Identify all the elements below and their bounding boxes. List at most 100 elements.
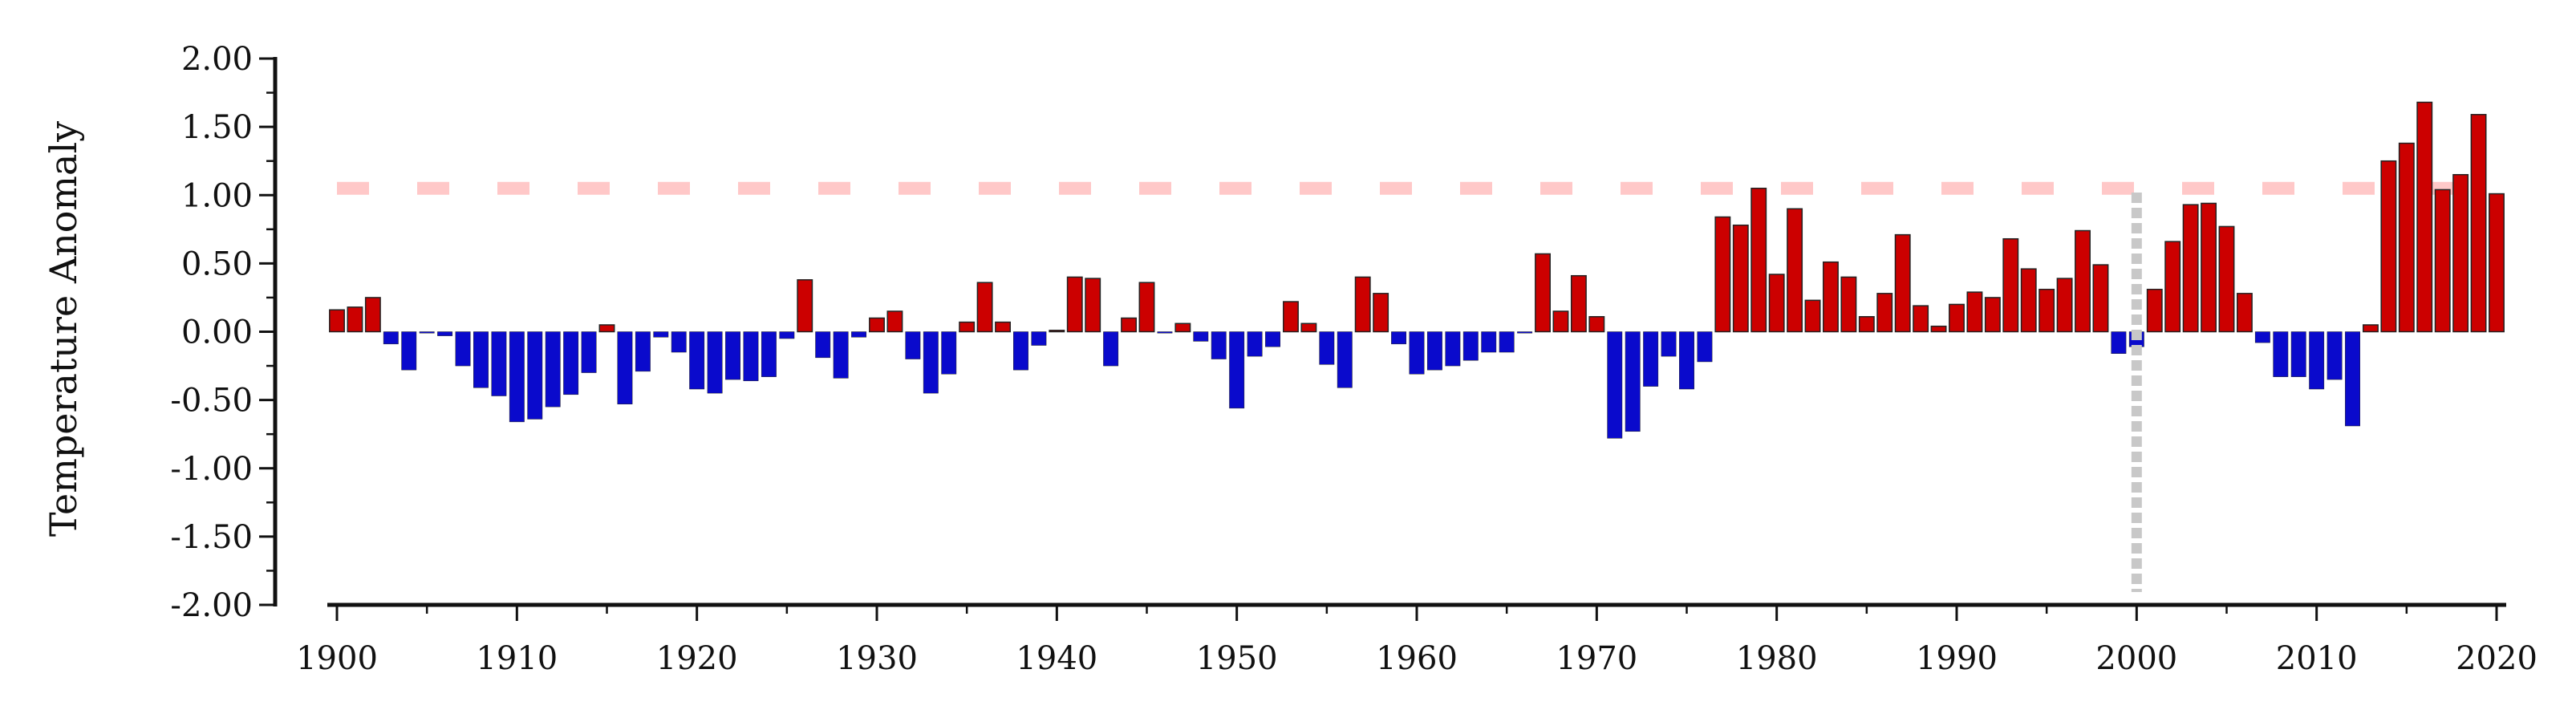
bar-1957 [1354,276,1371,333]
bar-2016 [2416,101,2433,333]
y-tick-label: -0.50 [170,383,253,420]
bar-2010 [2309,331,2325,390]
y-tick-label: -2.00 [170,587,253,624]
bar-2017 [2434,189,2451,333]
x-tick-label: 1930 [836,640,918,677]
bar-1901 [347,306,363,333]
bar-1965 [1499,331,1515,353]
bar-1904 [401,331,417,371]
bar-2005 [2218,225,2235,333]
bar-1930 [869,317,885,333]
bar-1987 [1894,233,1911,333]
bar-2012 [2345,331,2360,427]
bar-1933 [923,331,939,394]
bar-1978 [1732,224,1749,333]
bar-1974 [1661,331,1677,357]
x-tick-label: 1960 [1376,640,1458,677]
bar-1983 [1823,261,1839,333]
bar-1927 [815,331,831,359]
bar-1977 [1714,216,1731,333]
bar-2001 [2146,288,2163,333]
bar-1998 [2092,264,2109,333]
x-tick-label: 1970 [1556,640,1637,677]
bar-1956 [1337,331,1353,388]
bar-1975 [1679,331,1694,390]
bar-1909 [491,331,507,396]
bar-1943 [1103,331,1119,367]
bar-1967 [1535,253,1551,333]
bar-1984 [1840,276,1857,333]
bar-1964 [1481,331,1497,353]
bar-1922 [725,331,740,380]
x-tick-label: 2020 [2456,640,2537,677]
bar-1915 [598,324,615,333]
bar-2008 [2273,331,2289,377]
bar-1935 [959,321,976,333]
bar-1944 [1121,317,1138,333]
bar-1991 [1966,291,1983,333]
bar-2004 [2201,202,2217,333]
bar-1942 [1085,278,1101,333]
bar-1982 [1804,299,1821,333]
bar-1976 [1697,331,1713,363]
bar-2019 [2470,114,2487,333]
bar-1950 [1229,331,1245,409]
bar-1999 [2111,331,2127,354]
bar-2014 [2380,160,2397,333]
bar-2015 [2398,142,2415,333]
y-tick-label: -1.00 [170,451,253,488]
bar-1989 [1930,325,1947,333]
x-tick-label: 2000 [2095,640,2177,677]
bar-1947 [1174,322,1191,333]
bar-1995 [2038,288,2055,333]
bar-1981 [1787,208,1803,333]
bar-1968 [1552,310,1569,333]
bar-1919 [671,331,687,353]
bar-1958 [1373,293,1389,333]
bar-2002 [2164,241,2181,333]
bar-1972 [1625,331,1641,432]
x-tick-label: 1910 [476,640,558,677]
axes-group: 2.00 1.50 1.00 0.50 0.00 -0.50 -1.00 -1.50 -2.00… [170,41,2537,677]
bar-1970 [1588,316,1605,333]
bar-1931 [886,310,903,333]
bar-1932 [905,331,921,359]
y-tick-label: 0.00 [181,314,253,351]
x-tick-label: 1990 [1916,640,1998,677]
x-tick-label: 1900 [296,640,378,677]
y-axis-title: Temperature Anomaly [42,121,85,537]
bar-1913 [563,331,579,395]
bar-1996 [2056,278,2073,333]
bar-1907 [455,331,471,367]
x-tick-label: 2010 [2276,640,2358,677]
bar-1959 [1391,331,1407,345]
bar-1908 [473,331,489,388]
bar-2006 [2236,293,2253,333]
x-tick-label: 1950 [1196,640,1278,677]
bar-1937 [995,321,1011,333]
bar-1949 [1211,331,1227,359]
x-tick-label: 1980 [1736,640,1818,677]
bar-1960 [1409,331,1425,375]
y-tick-label: 2.00 [181,41,253,78]
bar-1966 [1517,331,1533,334]
bar-1928 [833,331,849,379]
bar-1961 [1426,331,1442,371]
bar-1912 [545,331,561,408]
bar-1918 [653,331,669,338]
bar-1924 [761,331,777,377]
bar-1997 [2075,229,2091,333]
bar-1980 [1768,274,1785,333]
bar-2011 [2327,331,2343,380]
bar-1910 [509,331,525,423]
bar-1941 [1066,276,1083,333]
bar-1903 [383,331,399,345]
bar-1988 [1913,305,1929,333]
bar-1914 [581,331,597,373]
bar-1962 [1445,331,1461,367]
bar-1923 [743,331,759,382]
bar-1953 [1283,301,1299,333]
bar-1990 [1949,303,1965,333]
bar-1900 [329,309,345,333]
